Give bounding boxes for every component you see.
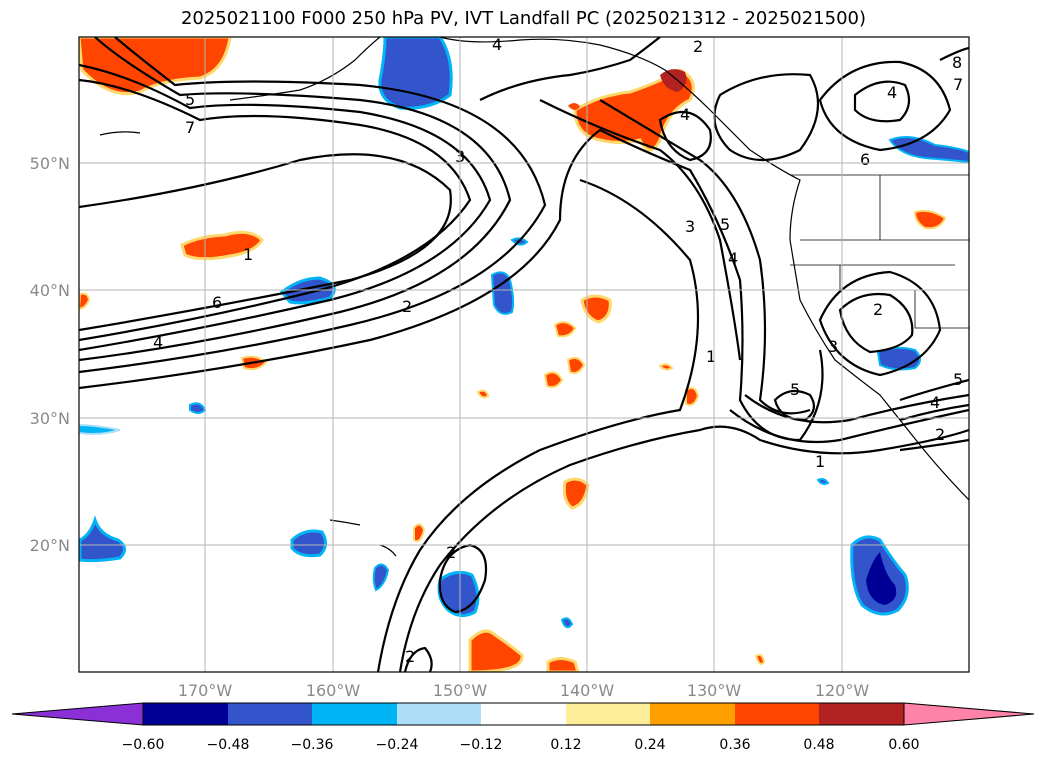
- contour-label: 7: [185, 118, 195, 137]
- colorbar-segment: [397, 703, 481, 725]
- lat-axis: 50°N 40°N 30°N 20°N: [30, 154, 70, 555]
- lon-label: 120°W: [815, 681, 870, 700]
- contour-label: 5: [953, 370, 963, 389]
- lon-label: 160°W: [306, 681, 361, 700]
- lat-label: 40°N: [30, 281, 70, 300]
- lon-axis: 170°W 160°W 150°W 140°W 130°W 120°W: [178, 681, 870, 700]
- contour-label: 2: [693, 37, 703, 56]
- lat-label: 30°N: [30, 409, 70, 428]
- contour-label: 3: [685, 217, 695, 236]
- colorbar-tick-label: −0.24: [376, 737, 419, 753]
- lon-label: 150°W: [433, 681, 488, 700]
- colorbar-segment: [735, 703, 819, 725]
- contour-label: 8: [952, 53, 962, 72]
- contour-label: 5: [790, 380, 800, 399]
- contour-label: 4: [728, 249, 738, 268]
- contour-label: 7: [953, 75, 963, 94]
- colorbar-frame: [142, 702, 905, 726]
- contour-label: 2: [446, 543, 456, 562]
- colorbar-segment: [143, 703, 228, 725]
- contour-lines: [79, 37, 969, 672]
- contour-label: 5: [720, 215, 730, 234]
- contour-label: 4: [153, 333, 163, 352]
- contour-label: 4: [887, 83, 897, 102]
- contour-label: 2: [935, 425, 945, 444]
- contour-label-group: 5 7 4 3 2 1 6 4 2 3 5 4 1 4 6 7 4 8 2 3 …: [153, 35, 963, 666]
- contour-label: 4: [930, 393, 940, 412]
- lat-label: 20°N: [30, 536, 70, 555]
- plot-frame: [78, 36, 970, 673]
- contour-label: 6: [212, 293, 222, 312]
- lat-label: 50°N: [30, 154, 70, 173]
- contour-label: 3: [828, 337, 838, 356]
- political-borders: [790, 174, 969, 329]
- contour-label: 4: [680, 105, 690, 124]
- lon-label: 170°W: [178, 681, 233, 700]
- colorbar-tick-label: 0.48: [803, 737, 834, 753]
- lon-label: 130°W: [687, 681, 742, 700]
- contour-label: 2: [405, 647, 415, 666]
- contour-label: 1: [815, 452, 825, 471]
- colorbar-tick-label: −0.36: [291, 737, 334, 753]
- contour-label: 2: [873, 300, 883, 319]
- gridlines: [79, 37, 969, 672]
- colorbar-tick-label: 0.24: [634, 737, 665, 753]
- contour-label: 5: [185, 90, 195, 109]
- colorbar-segment: [650, 703, 735, 725]
- colorbar-tick-label: 0.12: [550, 737, 581, 753]
- colorbar-segment: [566, 703, 650, 725]
- map-title: 2025021100 F000 250 hPa PV, IVT Landfall…: [180, 8, 867, 29]
- colorbar-extend-low: [11, 702, 144, 726]
- colorbar-segment: [312, 703, 397, 725]
- contour-label: 1: [243, 245, 253, 264]
- colorbar-ticks: −0.60 −0.48 −0.36 −0.24 −0.12 0.12 0.24 …: [122, 737, 920, 753]
- contour-label: 2: [402, 297, 412, 316]
- lon-label: 140°W: [560, 681, 615, 700]
- colorbar-segment: [481, 703, 566, 725]
- contour-label: 6: [860, 150, 870, 169]
- colorbar-tick-label: −0.48: [207, 737, 250, 753]
- colorbar-tick-label: 0.36: [719, 737, 750, 753]
- colorbar-extend-high: [903, 702, 1035, 726]
- colorbar-tick-label: −0.12: [460, 737, 503, 753]
- colorbar-segment: [228, 703, 312, 725]
- colorbar-tick-label: 0.60: [888, 737, 919, 753]
- colorbar-segment: [819, 703, 904, 725]
- contour-label: 4: [492, 35, 502, 54]
- colorbar-tick-label: −0.60: [122, 737, 165, 753]
- contour-label: 1: [706, 347, 716, 366]
- colorbar: −0.60 −0.48 −0.36 −0.24 −0.12 0.12 0.24 …: [11, 702, 1035, 753]
